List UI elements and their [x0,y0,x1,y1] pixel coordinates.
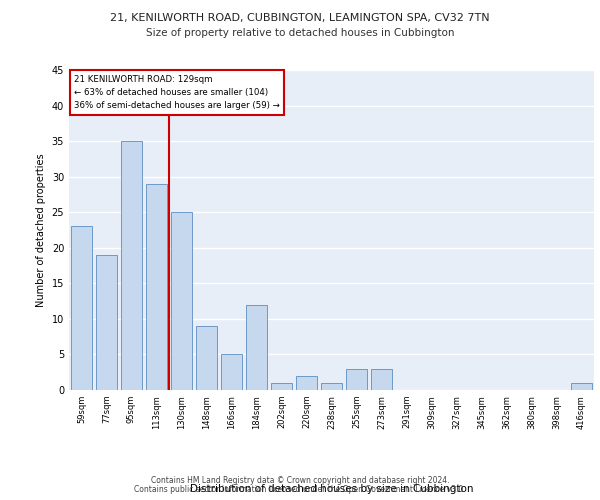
Y-axis label: Number of detached properties: Number of detached properties [36,153,46,307]
Text: 21 KENILWORTH ROAD: 129sqm
← 63% of detached houses are smaller (104)
36% of sem: 21 KENILWORTH ROAD: 129sqm ← 63% of deta… [74,75,280,110]
Text: Contains public sector information licensed under the Open Government Licence v3: Contains public sector information licen… [134,485,466,494]
Bar [171,212,192,390]
Bar [71,226,92,390]
Bar [121,141,142,390]
Bar [96,255,117,390]
Bar [246,304,267,390]
X-axis label: Distribution of detached houses by size in Cubbington: Distribution of detached houses by size … [190,484,473,494]
Bar [146,184,167,390]
Bar [296,376,317,390]
Bar [221,354,242,390]
Text: Contains HM Land Registry data © Crown copyright and database right 2024.: Contains HM Land Registry data © Crown c… [151,476,449,485]
Bar [346,368,367,390]
Bar [371,368,392,390]
Text: 21, KENILWORTH ROAD, CUBBINGTON, LEAMINGTON SPA, CV32 7TN: 21, KENILWORTH ROAD, CUBBINGTON, LEAMING… [110,12,490,22]
Bar [271,383,292,390]
Text: Size of property relative to detached houses in Cubbington: Size of property relative to detached ho… [146,28,454,38]
Bar [571,383,592,390]
Bar [321,383,342,390]
Bar [196,326,217,390]
